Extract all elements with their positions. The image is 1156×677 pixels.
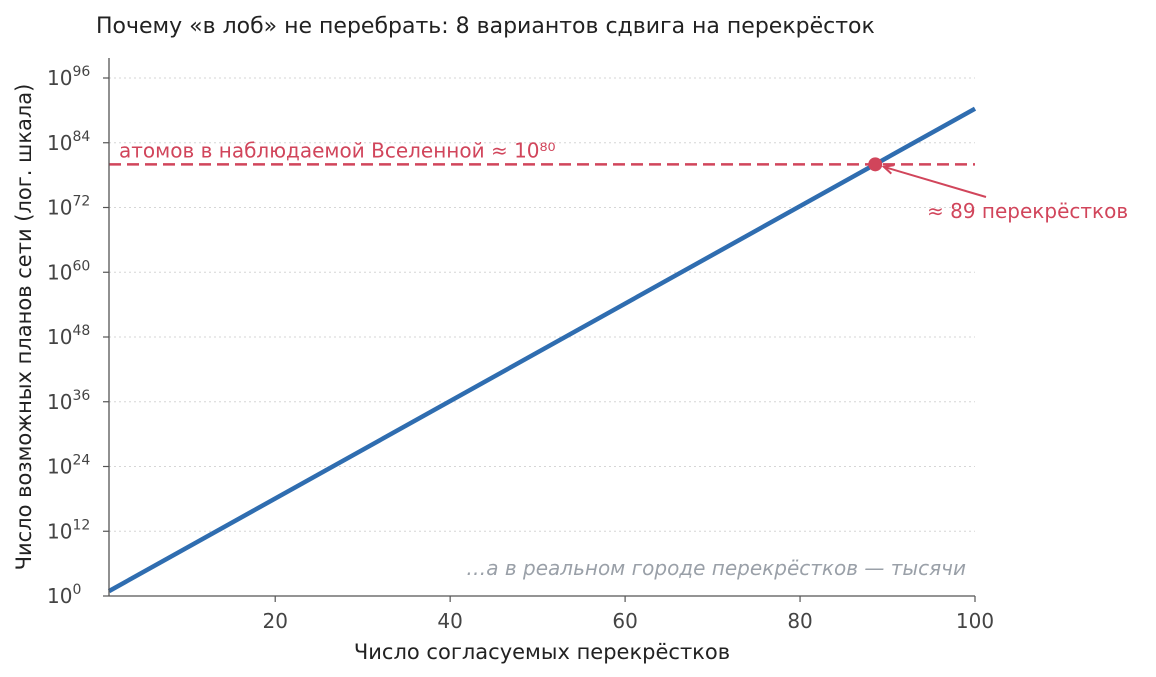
y-tick-label: 1036	[47, 388, 90, 414]
reference-line-label: атомов в наблюдаемой Вселенной ≈ 10⁸⁰	[119, 138, 556, 162]
grid	[109, 77, 975, 532]
x-tick-label: 80	[787, 609, 812, 633]
y-tick-label: 100	[47, 582, 81, 608]
annotation-arrow	[883, 165, 987, 198]
axes	[108, 58, 975, 597]
chart-title: Почему «в лоб» не перебрать: 8 вариантов…	[96, 14, 875, 39]
y-tick-label: 1024	[47, 453, 90, 479]
chart-note: …а в реальном городе перекрёстков — тыся…	[466, 556, 966, 580]
y-tick-label: 1072	[47, 194, 90, 220]
y-tick-label: 1084	[47, 129, 90, 155]
y-tick-label: 1012	[47, 517, 90, 543]
series-line	[107, 106, 977, 594]
x-axis-ticks: 20 40 60 80 100	[262, 596, 994, 633]
x-axis-label: Число согласуемых перекрёстков	[354, 640, 730, 664]
x-tick-label: 40	[437, 609, 462, 633]
annotation-arrow-head	[881, 164, 894, 175]
y-axis-label: Число возможных планов сети (лог. шкала)	[12, 84, 36, 571]
crossing-point	[868, 157, 883, 172]
y-axis-ticks: 100 1012 1024 1036 1048 1060 1072 1084 1096	[47, 64, 109, 608]
y-tick-label: 1096	[47, 64, 90, 90]
y-tick-label: 1060	[47, 258, 90, 284]
x-tick-label: 20	[262, 609, 287, 633]
y-tick-label: 1048	[47, 323, 90, 349]
x-tick-label: 60	[612, 609, 637, 633]
x-tick-label: 100	[956, 609, 994, 633]
crossing-annotation: ≈ 89 перекрёстков	[927, 199, 1128, 223]
